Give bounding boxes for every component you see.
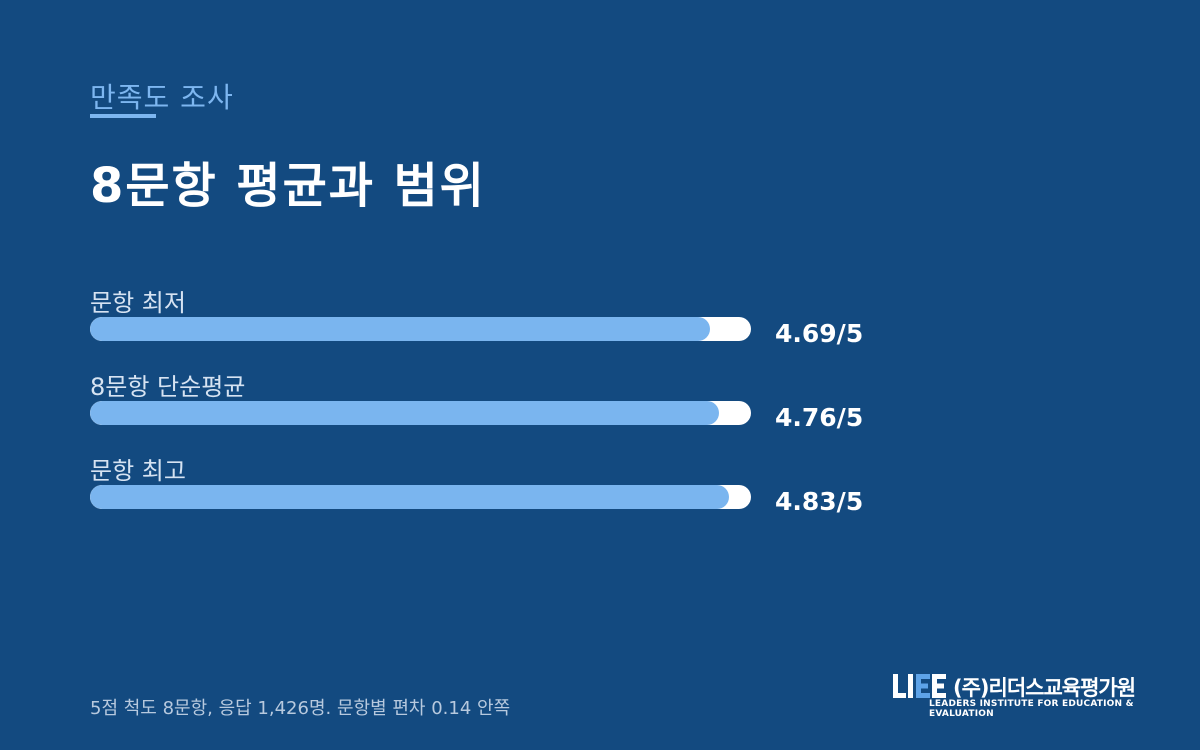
company-logo: (주)리더스교육평가원 LEADERS INSTITUTE FOR EDUCAT…: [893, 672, 1163, 719]
bar-track: [90, 317, 751, 341]
bar-track: [90, 485, 751, 509]
logo-mark-icon: [893, 674, 946, 698]
bar-row: 문항 최저 4.69/5: [90, 283, 890, 353]
subtitle: 만족도 조사: [90, 81, 234, 114]
bar-label: 문항 최고: [90, 457, 186, 485]
bar-label: 8문항 단순평균: [90, 373, 246, 401]
bar-label: 문항 최저: [90, 289, 186, 317]
footnote: 5점 척도 8문항, 응답 1,426명. 문항별 편차 0.14 안쪽: [90, 698, 511, 719]
bar-fill: [90, 317, 711, 341]
subtitle-underline: [90, 114, 156, 118]
bar-value-label: 4.76/5: [775, 403, 864, 432]
page-title: 8문항 평균과 범위: [90, 158, 486, 214]
bar-fill: [90, 485, 729, 509]
bar-track: [90, 401, 751, 425]
bar-fill: [90, 401, 720, 425]
bar-value-label: 4.83/5: [775, 487, 864, 516]
logo-korean-name: (주)리더스교육평가원: [953, 676, 1136, 700]
logo-english-name: LEADERS INSTITUTE FOR EDUCATION & EVALUA…: [929, 699, 1134, 719]
bar-row: 8문항 단순평균 4.76/5: [90, 367, 890, 437]
bar-value-label: 4.69/5: [775, 319, 864, 348]
bar-row: 문항 최고 4.83/5: [90, 451, 890, 521]
